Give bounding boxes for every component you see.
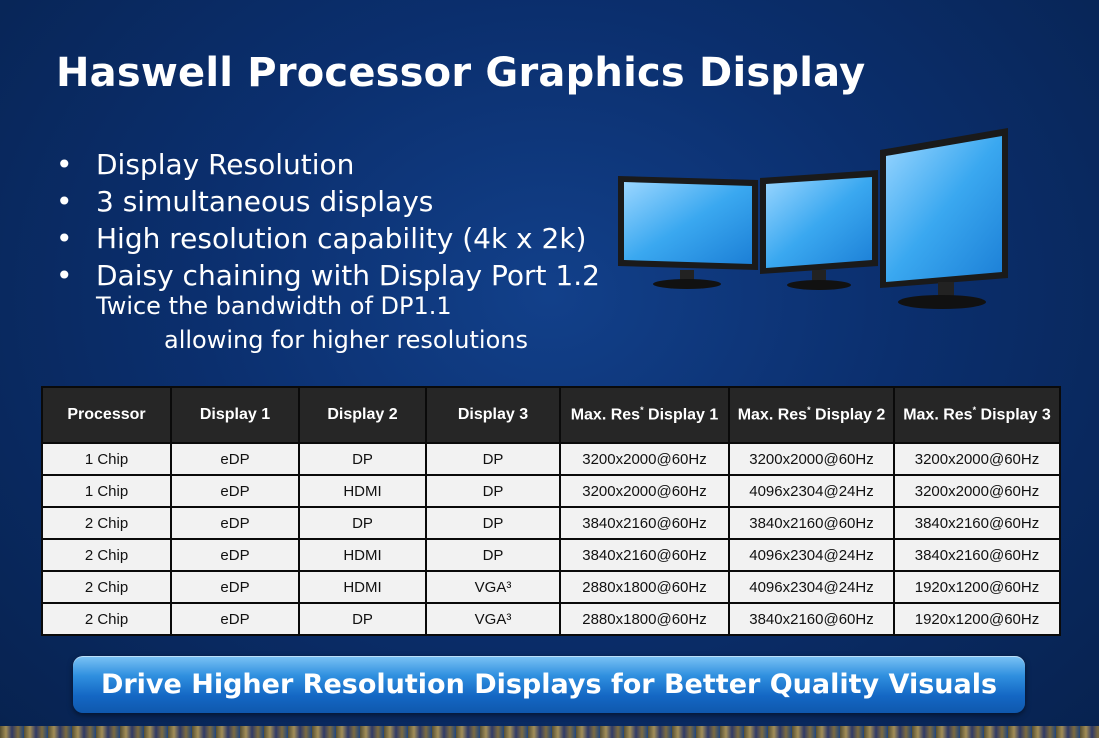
sub-bullet-2: allowing for higher resolutions	[164, 326, 528, 354]
sub-bullet-1: Twice the bandwidth of DP1.1	[96, 292, 452, 320]
bullet-dot: •	[56, 148, 73, 181]
table-row: 2 Chip eDP HDMI DP 3840x2160@60Hz 4096x2…	[41, 538, 1061, 572]
cell: DP	[298, 602, 427, 636]
cell: 3200x2000@60Hz	[728, 442, 895, 476]
cell: 4096x2304@24Hz	[728, 538, 895, 572]
table-row: 2 Chip eDP DP DP 3840x2160@60Hz 3840x216…	[41, 506, 1061, 540]
cell: 2 Chip	[41, 538, 172, 572]
cell: 3840x2160@60Hz	[559, 506, 730, 540]
cell: HDMI	[298, 474, 427, 508]
header-display-2: Display 2	[298, 386, 427, 444]
cell: VGA³	[425, 570, 561, 604]
table-row: 1 Chip eDP DP DP 3200x2000@60Hz 3200x200…	[41, 442, 1061, 476]
bullet-dot: •	[56, 185, 73, 218]
bullet-dot: •	[56, 222, 73, 255]
cell: 4096x2304@24Hz	[728, 570, 895, 604]
header-processor: Processor	[41, 386, 172, 444]
cell: DP	[298, 442, 427, 476]
cell: eDP	[170, 538, 300, 572]
cell: HDMI	[298, 570, 427, 604]
cell: DP	[425, 474, 561, 508]
cell: 2 Chip	[41, 506, 172, 540]
display-spec-table: Processor Display 1 Display 2 Display 3 …	[41, 386, 1061, 636]
bullet-text: Display Resolution	[96, 148, 355, 181]
cell: 3840x2160@60Hz	[728, 506, 895, 540]
table-header-row: Processor Display 1 Display 2 Display 3 …	[41, 386, 1061, 444]
header-max-res-3: Max. Res* Display 3	[893, 386, 1061, 444]
header-max-res-1: Max. Res* Display 1	[559, 386, 730, 444]
cell: 2880x1800@60Hz	[559, 602, 730, 636]
cell: VGA³	[425, 602, 561, 636]
cell: 1 Chip	[41, 442, 172, 476]
cell: 1 Chip	[41, 474, 172, 508]
tagline-banner: Drive Higher Resolution Displays for Bet…	[73, 656, 1025, 713]
slide-title: Haswell Processor Graphics Display	[56, 50, 866, 96]
cell: 3840x2160@60Hz	[559, 538, 730, 572]
monitor-left	[618, 176, 758, 289]
cell: eDP	[170, 474, 300, 508]
cell: eDP	[170, 442, 300, 476]
monitor-right	[880, 128, 1008, 309]
cell: 1920x1200@60Hz	[893, 602, 1061, 636]
table-row: 2 Chip eDP DP VGA³ 2880x1800@60Hz 3840x2…	[41, 602, 1061, 636]
cell: 1920x1200@60Hz	[893, 570, 1061, 604]
bullet-text: 3 simultaneous displays	[96, 185, 434, 218]
bullet-text: Daisy chaining with Display Port 1.2	[96, 259, 600, 292]
decorative-strip	[0, 726, 1099, 738]
table-row: 2 Chip eDP HDMI VGA³ 2880x1800@60Hz 4096…	[41, 570, 1061, 604]
cell: 4096x2304@24Hz	[728, 474, 895, 508]
monitor-middle	[760, 170, 878, 290]
bullet-dot: •	[56, 259, 73, 292]
cell: 3200x2000@60Hz	[559, 474, 730, 508]
cell: eDP	[170, 506, 300, 540]
header-display-1: Display 1	[170, 386, 300, 444]
cell: DP	[425, 442, 561, 476]
table-row: 1 Chip eDP HDMI DP 3200x2000@60Hz 4096x2…	[41, 474, 1061, 508]
cell: 2 Chip	[41, 602, 172, 636]
cell: eDP	[170, 602, 300, 636]
cell: DP	[425, 538, 561, 572]
cell: HDMI	[298, 538, 427, 572]
cell: 3840x2160@60Hz	[893, 506, 1061, 540]
cell: 2880x1800@60Hz	[559, 570, 730, 604]
cell: 3200x2000@60Hz	[893, 474, 1061, 508]
cell: eDP	[170, 570, 300, 604]
cell: 3840x2160@60Hz	[893, 538, 1061, 572]
cell: 3200x2000@60Hz	[559, 442, 730, 476]
cell: 3840x2160@60Hz	[728, 602, 895, 636]
header-display-3: Display 3	[425, 386, 561, 444]
cell: 3200x2000@60Hz	[893, 442, 1061, 476]
cell: DP	[425, 506, 561, 540]
cell: 2 Chip	[41, 570, 172, 604]
header-max-res-2: Max. Res* Display 2	[728, 386, 895, 444]
three-monitors-icon	[618, 128, 1008, 309]
cell: DP	[298, 506, 427, 540]
bullet-text: High resolution capability (4k x 2k)	[96, 222, 587, 255]
